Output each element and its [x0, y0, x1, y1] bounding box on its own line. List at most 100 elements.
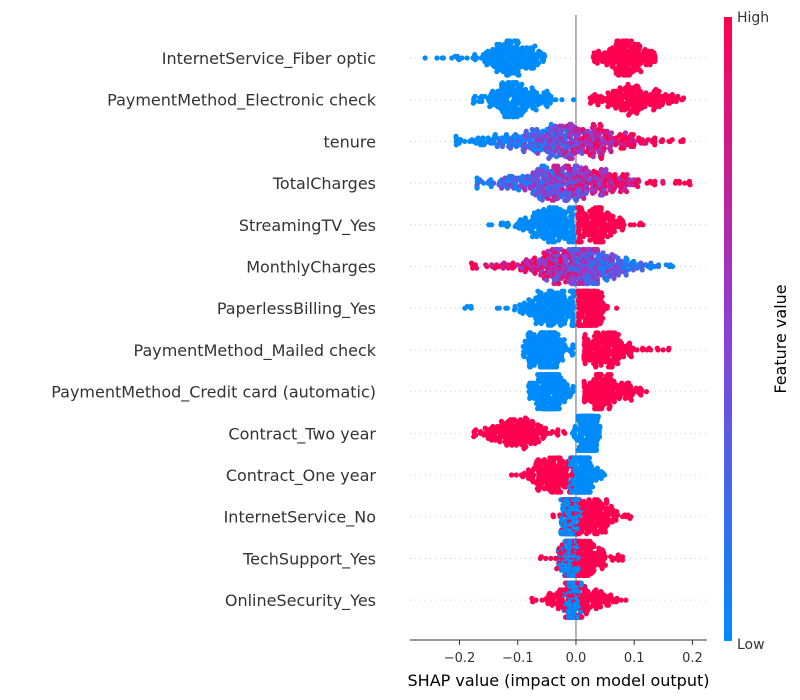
data-point	[553, 97, 559, 103]
data-point	[571, 97, 577, 103]
data-point	[518, 112, 524, 118]
data-point	[609, 189, 616, 195]
data-point	[608, 149, 614, 155]
data-point	[576, 126, 582, 133]
data-point	[598, 205, 604, 211]
data-point	[635, 183, 641, 190]
data-point	[652, 58, 658, 64]
data-point	[496, 305, 502, 311]
data-point	[507, 143, 513, 150]
data-point	[651, 50, 657, 56]
data-point	[434, 55, 440, 61]
data-point	[615, 332, 622, 338]
data-point	[523, 128, 529, 134]
data-point	[643, 90, 649, 96]
data-point	[479, 98, 485, 104]
data-point	[567, 239, 574, 245]
data-point	[458, 137, 464, 143]
data-point	[551, 205, 558, 211]
data-point	[625, 105, 631, 111]
data-point	[604, 234, 611, 240]
data-point	[499, 80, 506, 86]
data-point	[652, 182, 658, 188]
data-point	[538, 290, 544, 296]
data-point	[579, 208, 585, 214]
data-point	[583, 190, 589, 196]
data-point	[660, 178, 666, 184]
data-point	[558, 194, 564, 200]
data-point	[495, 88, 501, 94]
data-point	[628, 38, 634, 44]
data-point	[559, 123, 565, 129]
data-point	[675, 93, 681, 99]
data-point	[511, 114, 518, 120]
data-point	[474, 185, 480, 191]
data-point	[591, 147, 597, 153]
data-point	[643, 262, 649, 268]
data-point	[575, 239, 582, 245]
data-point	[581, 195, 587, 201]
data-point	[656, 103, 663, 110]
data-point	[570, 383, 576, 390]
data-point	[541, 330, 547, 336]
data-point	[642, 103, 648, 110]
data-point	[621, 222, 627, 228]
data-point	[611, 275, 617, 281]
data-point	[474, 265, 480, 271]
data-point	[585, 337, 591, 343]
data-point	[484, 62, 490, 68]
data-point	[669, 137, 675, 143]
data-point	[676, 178, 682, 184]
data-point	[498, 418, 504, 424]
data-point	[619, 227, 625, 233]
data-point	[538, 147, 544, 153]
data-point	[648, 260, 654, 266]
data-point	[544, 103, 550, 110]
data-point	[572, 163, 578, 169]
data-point	[616, 395, 622, 401]
data-point	[558, 322, 564, 328]
data-point	[497, 439, 503, 445]
data-point	[539, 197, 545, 203]
data-point	[673, 98, 679, 104]
data-point	[687, 182, 693, 188]
data-point	[555, 332, 561, 338]
data-point	[631, 222, 637, 228]
data-point	[611, 229, 618, 235]
data-point	[575, 142, 581, 148]
data-point	[593, 364, 599, 370]
data-point	[453, 133, 459, 139]
data-point	[609, 330, 615, 336]
data-point	[478, 178, 484, 184]
data-point	[626, 72, 633, 78]
data-point	[624, 189, 630, 195]
data-point	[571, 246, 577, 253]
data-point	[480, 135, 486, 141]
data-point	[563, 163, 569, 169]
data-point	[592, 92, 598, 98]
data-point	[462, 138, 468, 144]
data-point	[595, 50, 601, 56]
data-point	[570, 322, 576, 328]
data-point	[554, 489, 560, 495]
data-point	[541, 434, 547, 440]
data-point	[562, 297, 568, 303]
data-point	[583, 280, 589, 287]
data-point	[533, 90, 540, 96]
data-point	[522, 187, 528, 193]
data-point	[612, 172, 618, 178]
data-point	[586, 489, 592, 495]
data-point	[630, 143, 637, 150]
data-point	[492, 132, 498, 138]
data-point	[482, 140, 488, 146]
data-point	[500, 220, 506, 226]
data-point	[511, 417, 518, 423]
data-point	[589, 484, 596, 490]
data-point	[592, 189, 598, 195]
data-point	[520, 227, 526, 233]
data-point	[600, 239, 606, 245]
data-point	[546, 155, 552, 161]
data-point	[648, 347, 654, 353]
data-point	[485, 48, 491, 54]
data-point	[600, 250, 606, 256]
